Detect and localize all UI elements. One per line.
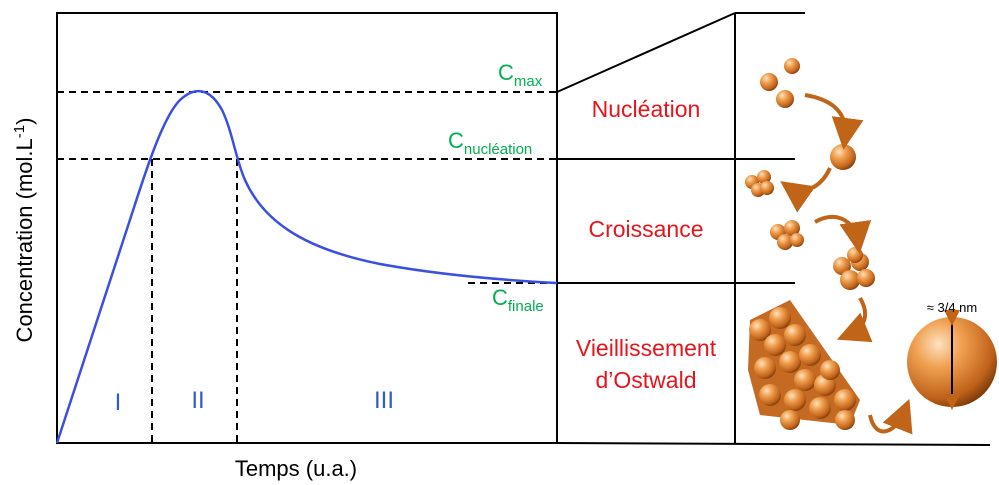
particles: [745, 58, 997, 430]
stage-label: d’Ostwald: [596, 367, 697, 393]
x-axis-label: Temps (u.a.): [235, 456, 357, 481]
c-symbol: C: [498, 60, 514, 85]
y-axis-label-end: ): [12, 118, 37, 125]
frame: [56, 12, 991, 446]
c-symbol: C: [448, 128, 464, 153]
y-axis-label-main: Concentration (mol.L: [12, 138, 37, 342]
stage-label: Nucléation: [592, 96, 701, 122]
stage-label: Vieillissement: [576, 335, 717, 361]
stage-label: Croissance: [588, 216, 703, 242]
c-subscript: finale: [508, 298, 544, 315]
c-nucleation-label: Cnucléation: [448, 128, 532, 158]
c-finale-label: Cfinale: [492, 285, 544, 315]
concentration-curve: [55, 89, 558, 444]
c-max-label: Cmax: [498, 60, 543, 90]
y-axis-label: Concentration (mol.L-1): [11, 118, 37, 343]
y-axis-label-sup: -1: [11, 125, 28, 138]
phase-label: III: [374, 387, 394, 414]
size-label: ≈ 3/4 nm: [927, 300, 978, 315]
arrows: [780, 93, 913, 435]
phase-label: I: [115, 389, 122, 416]
c-subscript: max: [514, 73, 543, 90]
c-symbol: C: [492, 285, 508, 310]
c-subscript: nucléation: [464, 141, 532, 158]
phase-label: II: [191, 387, 204, 414]
